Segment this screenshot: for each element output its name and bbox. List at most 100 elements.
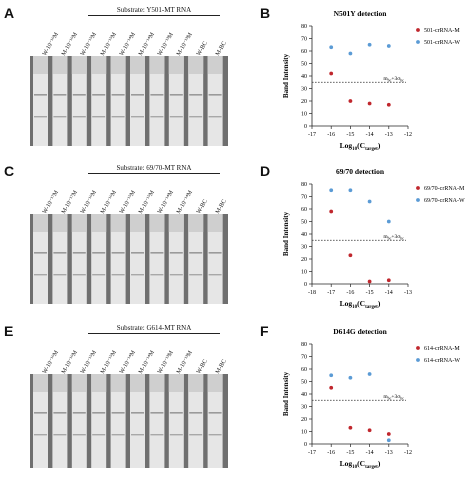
x-tick-label: -15 (346, 132, 354, 138)
legend-label: 69/70-crRNA-W (424, 198, 465, 204)
strip-pad (188, 56, 204, 74)
test-strip (130, 374, 145, 468)
substrate-underline (88, 15, 220, 16)
strip-pad (168, 374, 184, 392)
test-line (34, 434, 47, 436)
test-strip (52, 374, 68, 468)
substrate-title: Substrate: Y501-MT RNA (116, 6, 192, 14)
panel-letter-c: C (4, 163, 15, 179)
test-strip (33, 374, 48, 468)
control-line (150, 94, 164, 96)
test-line (34, 116, 47, 118)
test-line (131, 434, 144, 436)
control-line (189, 252, 203, 254)
x-tick-label: -14 (366, 132, 374, 138)
panel-letter-b: B (260, 5, 271, 21)
legend-marker (416, 346, 420, 350)
y-tick-label: 60 (301, 367, 307, 373)
data-point (329, 45, 334, 50)
test-line (189, 434, 203, 436)
strip-pad (52, 214, 68, 232)
legend-label: 614-crRNA-W (424, 358, 460, 364)
panel-letter-d: D (260, 163, 271, 179)
control-line (208, 412, 222, 414)
strip-panel-e: Substrate: G614-MT RNA W-10⁻¹⁶M M-10⁻¹⁶M W… (24, 322, 234, 472)
y-tick-label: 50 (301, 62, 307, 68)
control-line (111, 94, 125, 96)
test-strip (52, 214, 68, 304)
y-tick-label: 0 (304, 442, 307, 448)
control-line (34, 252, 47, 254)
test-strip (207, 214, 223, 304)
y-tick-label: 20 (301, 417, 307, 423)
threshold-label: mbc+3σbc (383, 76, 404, 83)
test-line (111, 434, 125, 436)
strip-pad (52, 374, 68, 392)
test-line (169, 434, 183, 436)
data-point (386, 219, 391, 224)
strip-photo (30, 214, 228, 304)
data-point (367, 428, 372, 433)
data-point (386, 432, 391, 436)
legend-marker (416, 198, 420, 202)
chart-title: N501Y detection (334, 9, 388, 18)
control-line (53, 94, 67, 96)
strip-pad (130, 56, 145, 74)
x-axis-label: Log10(Ctarget) (340, 299, 381, 310)
test-line (72, 274, 86, 276)
x-tick-label: -16 (327, 132, 335, 138)
test-line (150, 434, 164, 436)
x-axis-label: Log10(Ctarget) (340, 459, 381, 470)
data-point (329, 373, 334, 378)
control-line (111, 252, 125, 254)
panel-letter-e: E (4, 323, 14, 339)
data-point (348, 425, 353, 430)
test-strip (168, 374, 184, 468)
test-strip (149, 56, 165, 146)
strip-pad (149, 374, 165, 392)
strip-pad (149, 56, 165, 74)
data-point (386, 278, 391, 283)
control-line (208, 252, 222, 254)
panel-letter-f: F (260, 323, 269, 339)
control-line (92, 412, 106, 414)
chart-title: 69/70 detection (336, 167, 385, 176)
test-line (111, 274, 125, 276)
x-tick-label: -17 (308, 450, 316, 456)
control-line (150, 412, 164, 414)
test-strip (110, 214, 126, 304)
strip-panel-a: Substrate: Y501-MT RNA W-10⁻¹⁶M M-10⁻¹⁶M W… (24, 4, 234, 150)
y-tick-label: 30 (301, 405, 307, 411)
control-line (53, 412, 67, 414)
test-strip (207, 374, 223, 468)
x-tick-label: -15 (366, 290, 374, 296)
test-strip (71, 374, 87, 468)
data-point (386, 102, 391, 107)
legend-marker (416, 28, 420, 32)
test-line (169, 116, 183, 118)
x-tick-label: -13 (385, 132, 393, 138)
strip-photo (30, 374, 228, 468)
y-tick-label: 80 (301, 24, 307, 30)
test-strip (110, 56, 126, 146)
legend-label: 501-crRNA-W (424, 40, 460, 46)
y-tick-label: 20 (301, 99, 307, 105)
y-tick-label: 30 (301, 245, 307, 251)
test-strip (188, 374, 204, 468)
control-line (169, 412, 183, 414)
y-tick-label: 60 (301, 49, 307, 55)
y-axis-label: Band Intensity (282, 211, 290, 256)
x-tick-label: -12 (404, 132, 412, 138)
y-tick-label: 10 (301, 270, 307, 276)
y-axis-label: Band Intensity (282, 371, 290, 416)
chart-n501y: N501Y detection 0 10 20 30 40 50 60 70 80 -17 -16 -1… (282, 9, 460, 152)
strip-pad (33, 374, 48, 392)
data-point (386, 438, 391, 443)
strip-pad (168, 214, 184, 232)
test-strip (33, 214, 48, 304)
test-line (131, 116, 144, 118)
test-strip (149, 214, 165, 304)
test-line (53, 274, 67, 276)
test-strip (91, 56, 107, 146)
strip-pad (91, 56, 107, 74)
